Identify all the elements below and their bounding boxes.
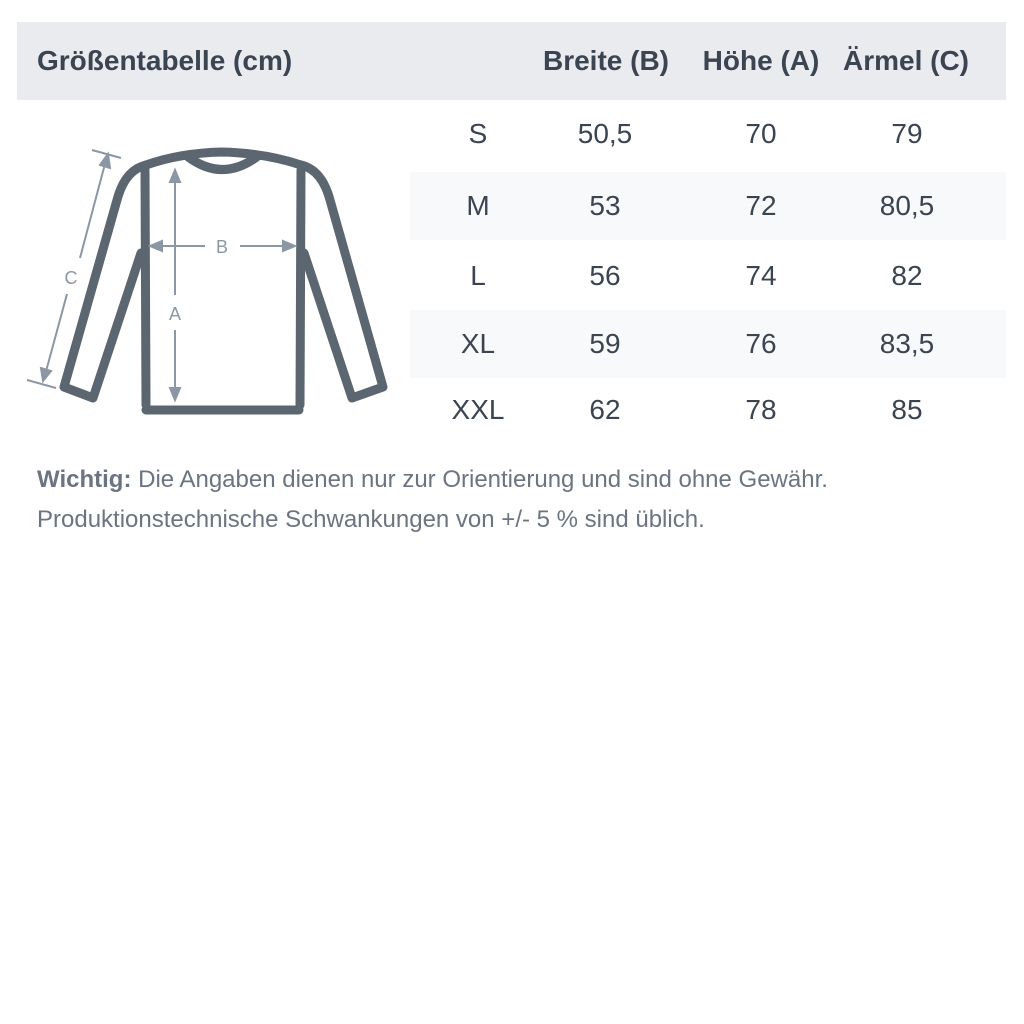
note: Wichtig: Die Angaben dienen nur zur Orie… <box>37 460 828 540</box>
value-cell: 59 <box>589 328 621 359</box>
column-header-height: Höhe (A) <box>702 45 820 76</box>
value-cell: 76 <box>745 328 777 359</box>
value-cell: 85 <box>891 394 923 425</box>
label-c: C <box>65 268 78 288</box>
value-cell: 74 <box>745 260 777 291</box>
value-cell: 79 <box>891 118 923 149</box>
size-cell: S <box>468 118 488 149</box>
table-row: M 53 72 80,5 <box>410 172 1006 240</box>
column-header-width: Breite (B) <box>542 45 670 76</box>
value-cell: 83,5 <box>879 328 935 359</box>
table-row: XL 59 76 83,5 <box>410 310 1006 378</box>
table-row: L 56 74 82 <box>410 242 1006 310</box>
value-cell: 62 <box>589 394 621 425</box>
table-header: Größentabelle (cm) Breite (B) Höhe (A) Ä… <box>17 22 1006 100</box>
table-row: S 50,5 70 79 <box>410 100 1006 168</box>
value-cell: 78 <box>745 394 777 425</box>
size-cell: XXL <box>451 394 505 425</box>
note-bold: Wichtig: <box>37 466 132 493</box>
value-cell: 56 <box>589 260 621 291</box>
label-a: A <box>169 304 181 324</box>
size-cell: L <box>470 260 486 291</box>
label-b: B <box>216 237 228 257</box>
note-line2: Produktionstechnische Schwankungen von +… <box>37 506 705 533</box>
value-cell: 50,5 <box>577 118 633 149</box>
table-row: XXL 62 78 85 <box>410 376 1006 444</box>
size-cell: M <box>466 190 490 221</box>
value-cell: 70 <box>745 118 777 149</box>
note-line1: Die Angaben dienen nur zur Orientierung … <box>131 466 828 493</box>
value-cell: 82 <box>891 260 923 291</box>
value-cell: 80,5 <box>879 190 935 221</box>
value-cell: 53 <box>589 190 621 221</box>
measurement-arrows <box>26 149 298 403</box>
value-cell: 72 <box>745 190 777 221</box>
size-cell: XL <box>460 328 496 359</box>
sweater-outline <box>59 147 388 415</box>
column-header-sleeve: Ärmel (C) <box>842 45 970 76</box>
page-title: Größentabelle (cm) <box>37 45 293 76</box>
